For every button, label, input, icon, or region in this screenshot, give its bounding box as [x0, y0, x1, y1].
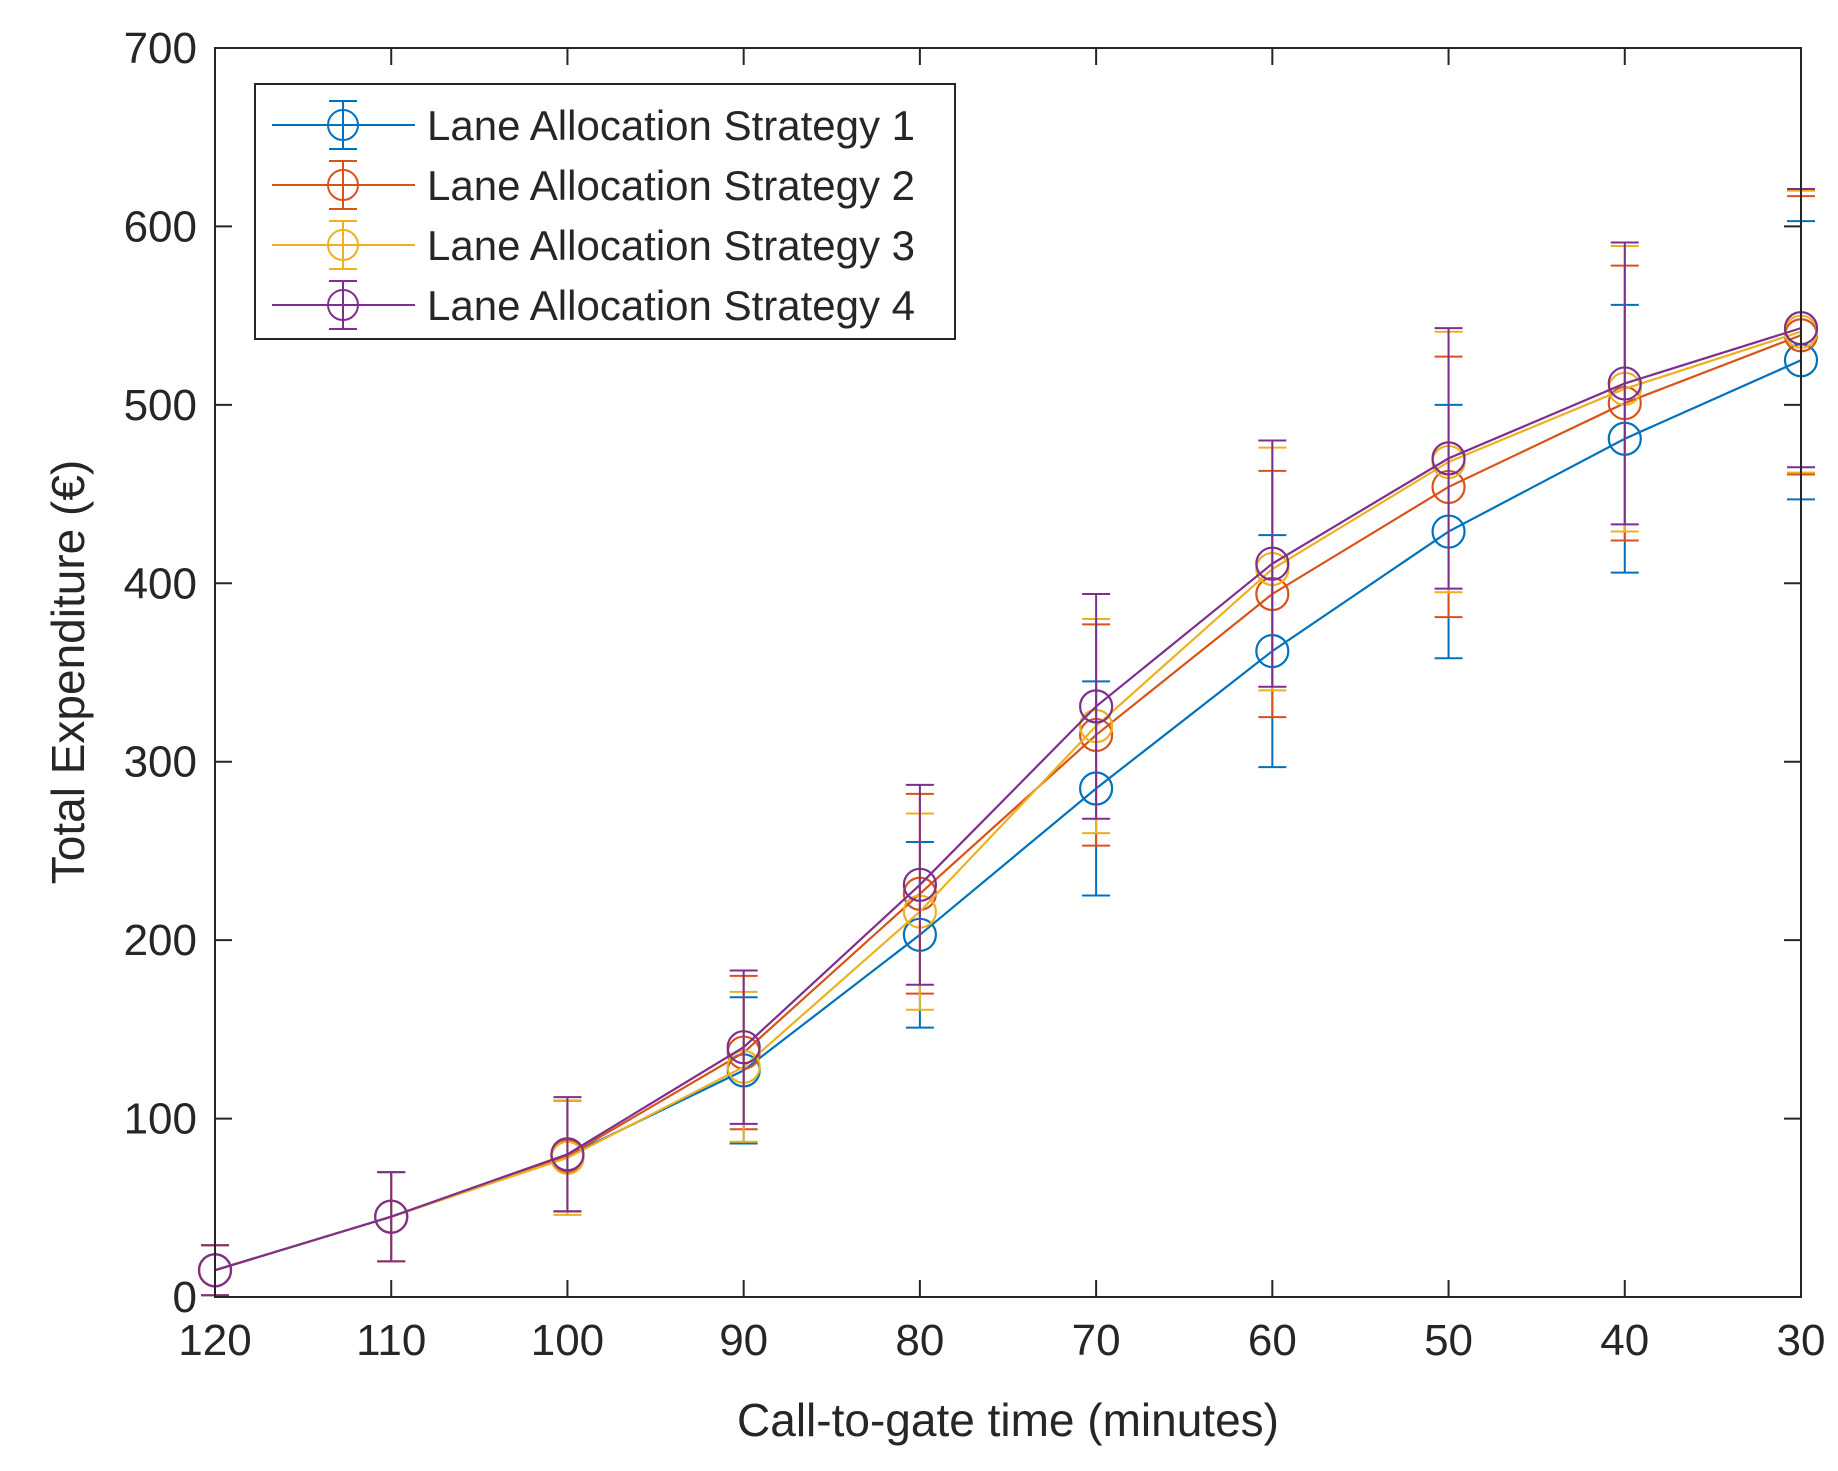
x-tick-label: 80: [895, 1316, 944, 1365]
data-point: [1079, 689, 1114, 724]
legend-label: Lane Allocation Strategy 4: [427, 282, 915, 329]
data-point: [902, 867, 937, 902]
tick-layer: 120 110 100 90 80 70 60 50 40 3001002003004005006…: [124, 24, 1826, 1365]
legend-entry: Lane Allocation Strategy 2: [272, 160, 915, 210]
x-tick-label: 120: [178, 1316, 251, 1365]
y-tick-label: 600: [124, 202, 197, 251]
legend-box: [254, 83, 956, 340]
x-tick-label: 40: [1600, 1316, 1649, 1365]
series-line: [214, 327, 1802, 1272]
legend-label: Lane Allocation Strategy 2: [427, 162, 915, 209]
y-tick-label: 200: [124, 916, 197, 965]
x-tick-label: 50: [1424, 1316, 1473, 1365]
x-tick-label: 100: [531, 1316, 604, 1365]
y-axis-label: Total Expenditure (€): [42, 460, 94, 884]
y-tick-label: 400: [124, 559, 197, 608]
data-point: [1431, 441, 1466, 476]
legend-marker: [327, 229, 359, 261]
y-tick-label: 500: [124, 381, 197, 430]
y-tick-label: 0: [173, 1273, 197, 1322]
x-tick-label: 70: [1072, 1316, 1121, 1365]
data-point: [726, 1030, 761, 1065]
legend: Lane Allocation Strategy 1 Lane Allocatio…: [254, 83, 956, 340]
legend-entry: Lane Allocation Strategy 3: [272, 220, 915, 270]
data-point: [1607, 366, 1642, 401]
legend-label: Lane Allocation Strategy 1: [427, 102, 915, 149]
x-tick-label: 110: [356, 1316, 426, 1365]
legend-marker: [327, 289, 359, 321]
data-point: [550, 1137, 585, 1172]
x-axis-label: Call-to-gate time (minutes): [737, 1394, 1279, 1446]
x-tick-label: 90: [719, 1316, 768, 1365]
legend-entry: Lane Allocation Strategy 4: [272, 280, 915, 330]
axes-box: [214, 47, 1802, 1298]
legend-marker: [327, 109, 359, 141]
y-tick-label: 300: [124, 738, 197, 787]
data-point: [1255, 546, 1290, 581]
legend-entries: Lane Allocation Strategy 1 Lane Allocatio…: [272, 100, 915, 330]
data-point: [374, 1199, 409, 1234]
x-tick-label: 60: [1248, 1316, 1297, 1365]
y-tick-label: 700: [124, 24, 197, 73]
y-tick-label: 100: [124, 1095, 197, 1144]
series-line: [214, 330, 1802, 1272]
x-tick-label: 30: [1777, 1316, 1826, 1365]
legend-label: Lane Allocation Strategy 3: [427, 222, 915, 269]
legend-entry: Lane Allocation Strategy 1: [272, 100, 915, 150]
legend-marker: [327, 169, 359, 201]
